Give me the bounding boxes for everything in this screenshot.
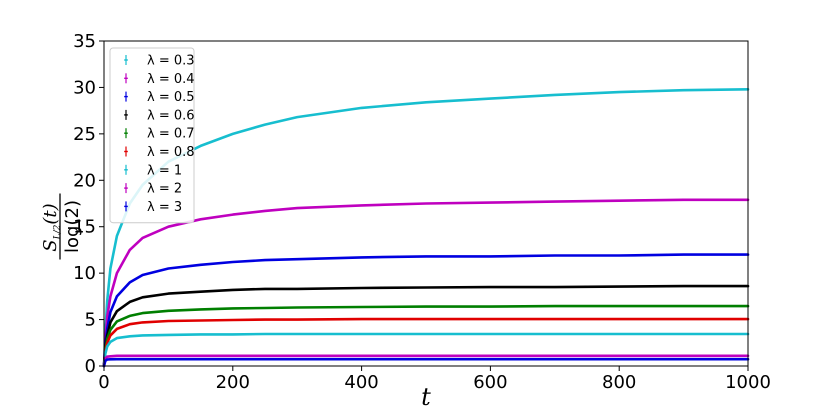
series-line-6 [102, 317, 750, 368]
y-tick-label: 35 [73, 31, 96, 52]
y-axis-label: SL/2(t) log(2) [40, 193, 83, 260]
y-tick-label: 20 [73, 170, 96, 191]
series-line-5 [102, 304, 750, 368]
legend-entry: λ = 0.8 [147, 145, 195, 160]
y-tick-label: 15 [73, 217, 96, 238]
x-axis-label: t [421, 383, 431, 411]
legend-entry: λ = 0.4 [147, 72, 195, 87]
y-tick-label: 0 [85, 356, 96, 377]
legend-entry: λ = 0.6 [147, 108, 195, 123]
series-line-9 [102, 357, 750, 368]
legend-entry: λ = 0.5 [147, 90, 195, 105]
legend-entry: λ = 0.3 [147, 54, 195, 69]
series-line-7 [102, 332, 750, 368]
x-axis: 0 200 400 600 800 1000 [98, 366, 771, 393]
legend-entry: λ = 2 [147, 182, 182, 197]
y-axis-label-denominator: log(2) [62, 200, 83, 253]
y-tick-label: 10 [73, 263, 96, 284]
legend-box [109, 47, 195, 224]
legend: λ = 0.3 λ = 0.4 λ = 0.5 λ = 0.6 λ = 0.7 λ = 0… [109, 47, 195, 224]
y-tick-label: 5 [85, 310, 96, 331]
series-line-8 [102, 354, 750, 368]
legend-entry: λ = 1 [147, 163, 182, 178]
x-tick-label: 1000 [725, 372, 771, 393]
legend-entry: λ = 3 [147, 200, 182, 215]
y-label-symbol: S [40, 239, 61, 251]
series-line-1 [102, 88, 750, 368]
series-layer [102, 88, 750, 368]
series-line-4 [102, 284, 750, 368]
legend-entry: λ = 0.7 [147, 127, 195, 142]
x-tick-label: 600 [473, 372, 507, 393]
plot-frame [103, 40, 749, 367]
y-tick-label: 30 [73, 77, 96, 98]
y-axis-label-numerator: SL/2(t) [40, 203, 63, 251]
y-label-argument: (t) [40, 203, 61, 224]
y-label-subscript: L/2 [53, 224, 63, 240]
y-axis: 0 5 10 15 20 25 30 35 [73, 31, 104, 377]
x-tick-label: 800 [602, 372, 636, 393]
series-line-2 [102, 198, 750, 368]
series-line-3 [102, 253, 750, 368]
x-tick-label: 0 [98, 372, 109, 393]
y-tick-label: 25 [73, 124, 96, 145]
x-tick-label: 400 [344, 372, 378, 393]
x-tick-label: 200 [216, 372, 250, 393]
